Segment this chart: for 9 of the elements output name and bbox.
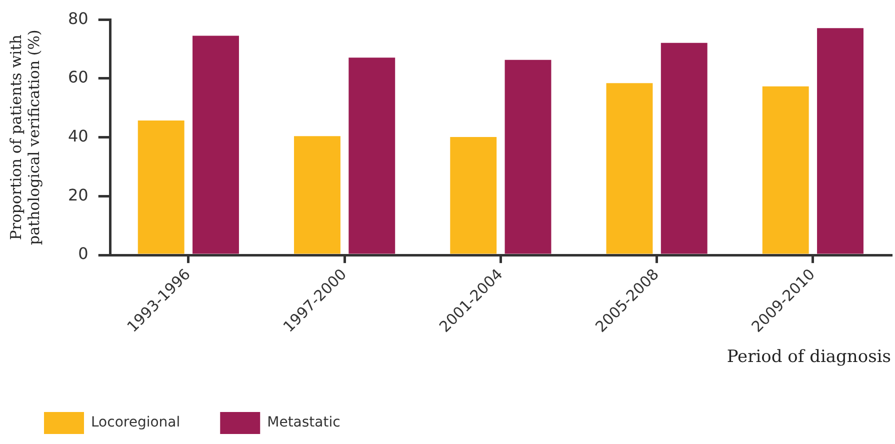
y-tick-label: 20 bbox=[68, 185, 88, 204]
y-axis-title: Proportion of patients with pathological verification (%) bbox=[6, 30, 43, 245]
legend-label: Locoregional bbox=[91, 414, 180, 431]
y-tick-label: 0 bbox=[78, 244, 88, 264]
y-tick-label: 40 bbox=[68, 126, 88, 146]
legend-label: Metastatic bbox=[267, 414, 340, 431]
y-tick-label: 80 bbox=[68, 8, 88, 28]
y-tick-label: 60 bbox=[68, 68, 88, 87]
x-axis-title: Period of diagnosis bbox=[726, 347, 891, 368]
